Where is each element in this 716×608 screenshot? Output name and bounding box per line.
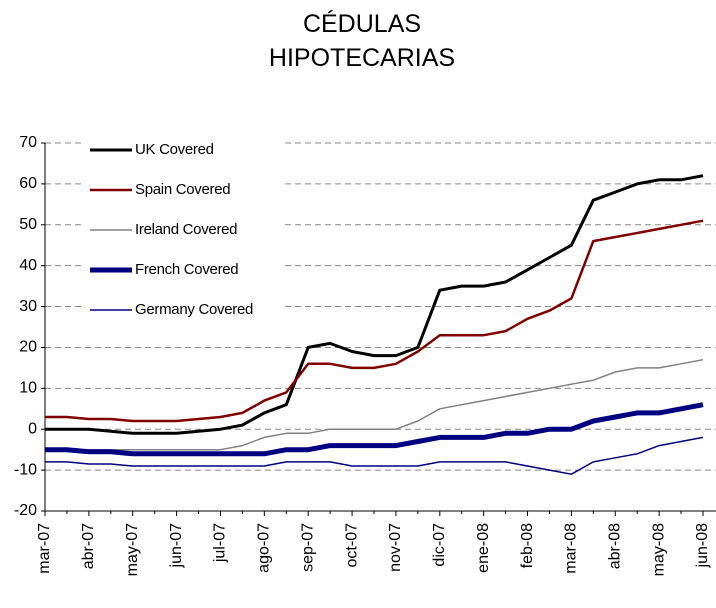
legend-background bbox=[85, 134, 285, 324]
x-tick-label: jun-07 bbox=[168, 523, 185, 569]
y-tick-label: 40 bbox=[19, 257, 37, 274]
line-series bbox=[45, 358, 704, 451]
y-tick-label: 60 bbox=[19, 175, 37, 192]
legend-label: Ireland Covered bbox=[135, 221, 237, 238]
x-tick-label: mar-08 bbox=[563, 523, 580, 574]
legend-label: UK Covered bbox=[135, 141, 214, 158]
legend-label: French Covered bbox=[135, 261, 238, 278]
chart-title: HIPOTECARIAS bbox=[269, 44, 455, 72]
x-tick-label: oct-07 bbox=[343, 523, 360, 568]
x-tick-label: sep-07 bbox=[299, 523, 316, 572]
x-tick-label: ene-08 bbox=[475, 523, 492, 573]
line-series bbox=[45, 219, 704, 423]
x-tick-label: may-07 bbox=[124, 523, 141, 576]
y-tick-label: 70 bbox=[19, 134, 37, 151]
x-tick-label: may-08 bbox=[650, 523, 667, 576]
x-tick-label: abr-08 bbox=[606, 523, 623, 569]
x-tick-label: abr-07 bbox=[80, 523, 97, 569]
y-tick-label: 30 bbox=[19, 298, 37, 315]
line-series bbox=[45, 402, 704, 457]
y-tick-label: -10 bbox=[14, 461, 37, 478]
y-tick-label: 0 bbox=[28, 420, 37, 437]
y-tick-label: 20 bbox=[19, 339, 37, 356]
y-tick-label: -20 bbox=[14, 502, 37, 519]
x-tick-label: nov-07 bbox=[387, 523, 404, 572]
x-tick-label: ago-07 bbox=[256, 523, 273, 573]
x-tick-label: feb-08 bbox=[519, 523, 536, 568]
y-tick-label: 10 bbox=[19, 380, 37, 397]
legend-label: Spain Covered bbox=[135, 181, 230, 198]
x-tick-label: mar-07 bbox=[36, 523, 53, 574]
x-tick-label: jun-08 bbox=[694, 523, 711, 569]
legend-label: Germany Covered bbox=[135, 301, 253, 318]
y-tick-label: 50 bbox=[19, 216, 37, 233]
chart-title: CÉDULAS bbox=[303, 9, 421, 38]
line-series bbox=[45, 436, 704, 475]
x-tick-label: dic-07 bbox=[431, 523, 448, 567]
line-series bbox=[45, 174, 704, 435]
x-tick-label: jul-07 bbox=[212, 523, 229, 563]
